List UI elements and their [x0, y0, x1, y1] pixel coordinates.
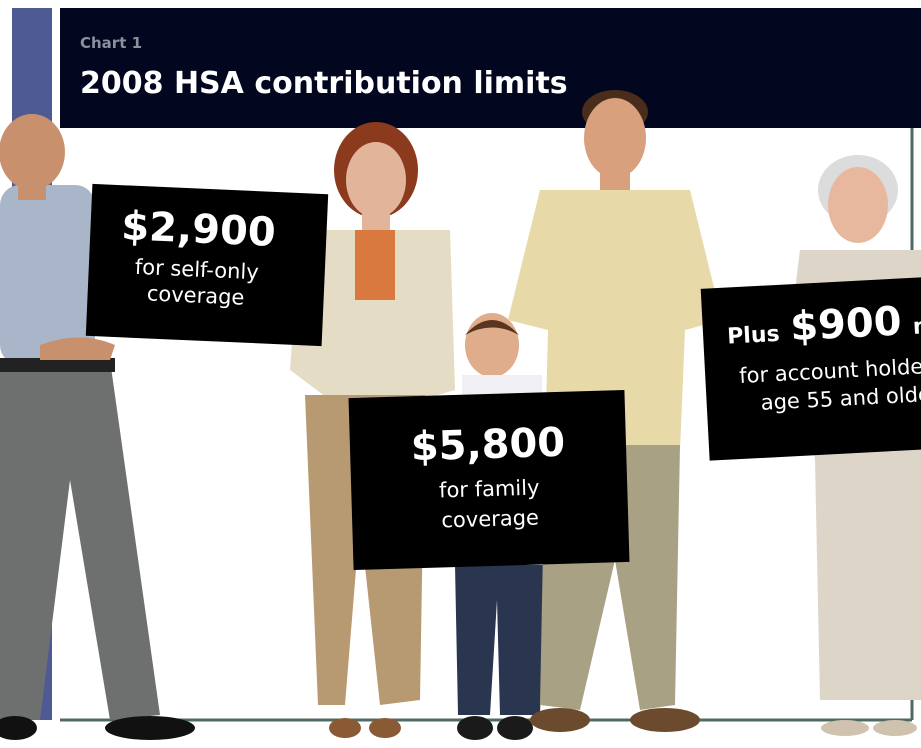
sign-text: coverage [441, 506, 539, 533]
header-band [60, 8, 921, 128]
sign-board [348, 389, 630, 571]
sign-amount: $5,800 [410, 420, 566, 471]
chart-title: 2008 HSA contribution limits [80, 66, 568, 101]
person-woman [290, 122, 455, 738]
person-boy [455, 313, 545, 740]
person-man-left [0, 114, 195, 740]
sign-amount: $2,900 [120, 203, 276, 256]
sign-prefix: Plus [727, 322, 781, 350]
sign-text: for self-only [134, 255, 259, 284]
sign-catch-up: Plus $900 more for account holders age 5… [700, 274, 921, 461]
chart-label: Chart 1 [80, 34, 142, 52]
sign-text: for family [439, 476, 540, 503]
sign-board [85, 183, 329, 347]
sign-amount: $900 [789, 298, 903, 350]
sign-self-only: $2,900 for self-only coverage [85, 183, 329, 347]
sign-board [700, 274, 921, 461]
sign-headline: Plus $900 more [726, 295, 921, 354]
sign-suffix: more [912, 312, 921, 340]
person-man-right [508, 90, 722, 732]
sign-family: $5,800 for family coverage [348, 389, 630, 571]
sign-text: coverage [146, 281, 244, 309]
